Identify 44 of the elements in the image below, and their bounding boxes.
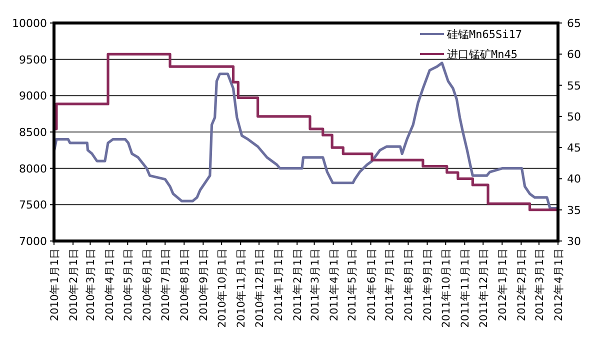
x-tick-label: 2010年7月1日: [160, 248, 172, 322]
x-tick-label: 2012年1月1日: [497, 248, 510, 322]
x-tick-label: 2010年4月1日: [104, 248, 116, 322]
x-tick-label: 2010年3月1日: [85, 248, 98, 322]
y-tick-label: 9000: [19, 90, 47, 103]
y-tick-label: 9500: [19, 53, 47, 66]
x-tick-label: 2011年1月1日: [273, 248, 286, 322]
x-tick-label: 2011年8月1日: [403, 248, 416, 322]
y-tick-label: 8000: [19, 162, 47, 176]
x-tick-label: 2011年5月1日: [346, 248, 359, 322]
x-tick-label: 2011年6月1日: [366, 248, 378, 322]
x-tick-label: 2011年12月1日: [478, 248, 490, 328]
y2-tick-label: 30: [567, 235, 581, 248]
x-tick-label: 2010年5月1日: [122, 248, 135, 322]
legend-label: 硅锰Mn65Si17: [446, 28, 522, 41]
y-tick-label: 7500: [19, 198, 47, 212]
y2-tick-label: 50: [567, 110, 581, 124]
x-tick-label: 2012年3月1日: [534, 248, 546, 322]
x-tick-label: 2012年2月1日: [516, 248, 528, 322]
x-tick-label: 2011年10月1日: [440, 248, 453, 328]
x-tick-label: 2010年2月1日: [68, 248, 80, 322]
x-tick-label: 2011年2月1日: [292, 248, 304, 322]
y-tick-label: 7000: [19, 235, 47, 248]
y-tick-label: 10000: [12, 17, 47, 30]
y2-tick-label: 55: [567, 79, 581, 92]
y2-tick-label: 65: [567, 17, 581, 30]
y2-tick-label: 60: [567, 48, 581, 62]
y2-tick-label: 35: [567, 204, 581, 217]
x-tick-label: 2011年11月1日: [460, 248, 472, 328]
x-tick-label: 2010年8月1日: [179, 248, 192, 322]
x-tick-label: 2011年7月1日: [384, 248, 396, 322]
x-tick-label: 2011年4月1日: [328, 248, 340, 322]
x-tick-label: 2010年6月1日: [142, 248, 154, 322]
y2-tick-label: 40: [567, 172, 581, 186]
x-tick-label: 2011年3月1日: [309, 248, 322, 322]
x-tick-label: 2010年12月1日: [254, 248, 266, 328]
x-tick-label: 2010年11月1日: [236, 248, 248, 328]
y2-tick-label: 45: [567, 142, 581, 155]
x-tick-label: 2010年9月1日: [198, 248, 210, 322]
x-tick-label: 2010年1月1日: [49, 248, 61, 322]
y-tick-label: 8500: [19, 126, 47, 139]
x-tick-label: 2012年4月1日: [553, 248, 565, 322]
x-tick-label: 2010年10月1日: [216, 248, 229, 328]
x-tick-label: 2011年9月1日: [422, 248, 434, 322]
